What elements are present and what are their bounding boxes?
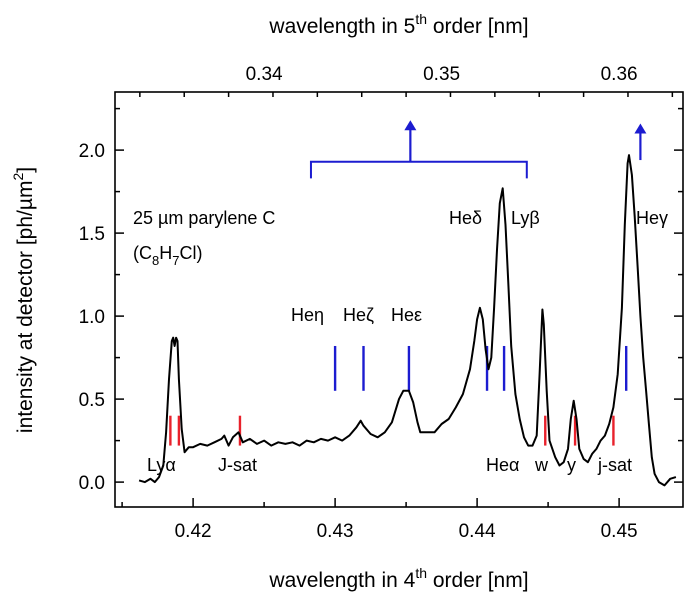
sample-label: 25 µm parylene C bbox=[133, 208, 275, 228]
x-top-tick-label: 0.34 bbox=[246, 64, 283, 85]
label-y: y bbox=[567, 455, 576, 475]
x-top-tick-label: 0.36 bbox=[601, 64, 638, 85]
y-axis-title: intensity at detector [ph/µm2] bbox=[10, 167, 37, 433]
x-tick-label: 0.45 bbox=[601, 521, 638, 542]
bracket-annotation bbox=[309, 120, 647, 179]
y-tick-label: 1.0 bbox=[79, 307, 105, 328]
y-tick-label: 0.5 bbox=[79, 390, 105, 411]
bracket-line bbox=[309, 160, 528, 179]
label-he-zeta: Heζ bbox=[343, 305, 374, 325]
right-axis-ticks bbox=[674, 107, 683, 483]
label-he-alpha: Heα bbox=[486, 455, 519, 475]
x-tick-label: 0.44 bbox=[459, 521, 496, 542]
label-ly-beta: Lyβ bbox=[511, 208, 540, 228]
label-he-gamma: Heγ bbox=[636, 208, 668, 228]
side-arrow-head bbox=[634, 123, 647, 134]
x-tick-label: 0.42 bbox=[175, 521, 212, 542]
label-he-delta: Heδ bbox=[449, 208, 482, 228]
x-axis-bottom-title: wavelength in 4th order [nm] bbox=[268, 565, 528, 592]
label-ly-alpha: Lyα bbox=[147, 455, 176, 475]
bottom-axis-ticks: 0.42 0.43 0.44 0.45 bbox=[121, 498, 638, 542]
left-axis-ticks: 0.0 0.5 1.0 1.5 2.0 bbox=[79, 107, 124, 494]
spectrum-line bbox=[138, 154, 677, 487]
label-he-epsilon: Heε bbox=[391, 305, 422, 325]
sample-formula: (C8H7Cl) bbox=[133, 243, 202, 268]
y-tick-label: 1.5 bbox=[79, 224, 105, 245]
top-axis-ticks: 0.34 0.35 0.36 bbox=[139, 64, 674, 97]
x-axis-top-title: wavelength in 5th order [nm] bbox=[268, 11, 528, 38]
y-tick-label: 0.0 bbox=[79, 473, 105, 494]
bracket-arrow-head bbox=[404, 120, 417, 131]
x-top-tick-label: 0.35 bbox=[423, 64, 460, 85]
y-tick-label: 2.0 bbox=[79, 141, 105, 162]
label-j-sat-lower: j-sat bbox=[597, 455, 632, 475]
label-j-sat-upper: J-sat bbox=[218, 455, 257, 475]
line-markers bbox=[169, 345, 628, 446]
label-he-eta: Heη bbox=[291, 305, 324, 325]
plot-frame bbox=[114, 91, 684, 508]
label-w: w bbox=[534, 455, 549, 475]
x-tick-label: 0.43 bbox=[317, 521, 354, 542]
